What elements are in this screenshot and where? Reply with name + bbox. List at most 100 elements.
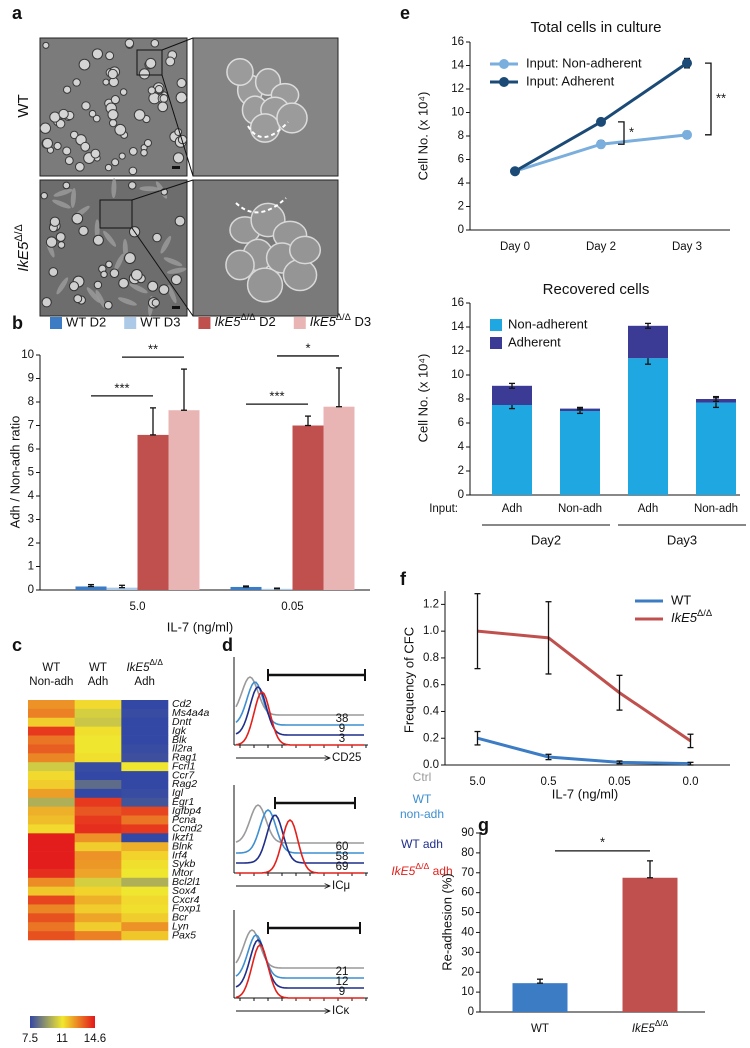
heat-cell <box>121 886 169 896</box>
legend-label: IkE5Δ/Δ D3 <box>310 312 371 329</box>
heat-cell <box>74 842 122 852</box>
y-tick-label: 6 <box>28 443 34 455</box>
x-tick-label: 5.0 <box>470 776 486 788</box>
x-tick-label: Day 3 <box>672 241 702 253</box>
heat-cell <box>28 868 75 879</box>
histogram <box>235 934 364 979</box>
bar-segment <box>628 325 668 359</box>
column-label: WT <box>42 662 60 674</box>
percentage: 9 <box>339 723 345 735</box>
bar <box>75 586 107 590</box>
legend-label: Ctrl <box>413 770 432 784</box>
cell-streak <box>103 230 117 247</box>
gene-label: Cd2 <box>172 698 191 710</box>
legend-label: non-adh <box>400 807 444 821</box>
zoom-line <box>131 179 194 201</box>
significance: * <box>629 125 634 140</box>
y-tick-label: 1 <box>28 561 34 573</box>
cell <box>78 58 91 71</box>
y-axis-label: Cell No. (x 10⁴) <box>415 92 430 181</box>
heat-cell <box>121 860 169 870</box>
chart-title: Total cells in culture <box>531 19 662 36</box>
panel-label: e <box>400 3 410 23</box>
cell <box>147 86 156 95</box>
heat-cell <box>28 806 75 816</box>
histogram <box>235 939 364 989</box>
x-tick-label: 0.5 <box>541 776 557 788</box>
bar <box>512 983 568 1012</box>
x-axis-label: IL-7 (ng/ml) <box>552 786 618 801</box>
heat-cell <box>121 895 169 905</box>
heat-cell <box>74 815 122 825</box>
cell-streak <box>139 186 160 192</box>
line <box>477 629 692 743</box>
legend-label: WT <box>413 792 432 806</box>
bar <box>137 434 169 590</box>
legend-label: WT D2 <box>66 314 106 329</box>
heat-cell <box>28 877 75 887</box>
gene-label: Igk <box>172 725 187 737</box>
gene-label: Ikzf1 <box>172 832 194 844</box>
gene-label: Ms4a4a <box>172 707 210 719</box>
cell-streak <box>86 287 101 303</box>
y-tick-label: 0.6 <box>423 679 439 691</box>
gene-label: Pcna <box>172 814 196 826</box>
histogram <box>235 690 364 746</box>
cell <box>124 252 136 264</box>
y-tick-label: 10 <box>461 986 474 998</box>
y-tick-label: 70 <box>461 867 474 879</box>
cell <box>91 48 104 60</box>
gene-label: Bcl2l1 <box>172 876 201 888</box>
heat-cell <box>28 913 75 923</box>
marker <box>596 139 606 150</box>
histogram <box>236 814 364 864</box>
cell <box>107 68 118 80</box>
gene-label: Cxcr4 <box>172 894 200 906</box>
cell <box>81 101 91 111</box>
heat-cell <box>121 913 169 923</box>
cell <box>62 146 72 156</box>
heat-cell <box>28 700 75 710</box>
y-tick-label: 8 <box>28 396 34 408</box>
gene-label: Rag1 <box>172 752 197 764</box>
cell <box>68 281 80 292</box>
y-tick-label: 7 <box>28 420 34 432</box>
cell <box>70 130 79 140</box>
line <box>477 736 691 766</box>
significance-bracket <box>705 62 712 136</box>
y-tick-label: 6 <box>458 417 464 429</box>
bar-segment <box>492 405 532 495</box>
heat-cell <box>121 877 169 887</box>
cell <box>42 137 53 149</box>
group-label: Day3 <box>667 532 697 547</box>
zoom-box <box>136 49 163 76</box>
cell <box>133 109 146 121</box>
colorbar-tick: 14.6 <box>84 1033 106 1045</box>
cell <box>128 146 138 156</box>
colorbar-tick: 7.5 <box>22 1033 38 1045</box>
cell-zoom <box>288 235 322 265</box>
marker-label: ICμ <box>332 880 350 892</box>
legend-marker <box>499 59 509 69</box>
marker <box>682 58 692 69</box>
cell <box>108 118 118 128</box>
x-tick-label: IkE5Δ/Δ <box>632 1019 669 1035</box>
cell <box>104 163 113 172</box>
cell <box>73 294 83 304</box>
heat-cell <box>121 753 169 763</box>
y-tick-label: 9 <box>28 373 34 385</box>
x-axis-label: IL-7 (ng/ml) <box>167 619 233 634</box>
histogram <box>236 818 364 874</box>
heat-cell <box>74 922 122 932</box>
legend-swatch <box>198 317 211 329</box>
y-axis-label: Adh / Non-adh ratio <box>7 416 22 529</box>
heat-cell <box>28 744 75 754</box>
y-axis-label: Re-adhesion (%) <box>439 873 454 971</box>
cell <box>58 108 69 120</box>
cell <box>170 274 182 286</box>
histogram <box>235 943 364 999</box>
heat-cell <box>74 753 122 763</box>
legend-swatch <box>490 337 502 349</box>
